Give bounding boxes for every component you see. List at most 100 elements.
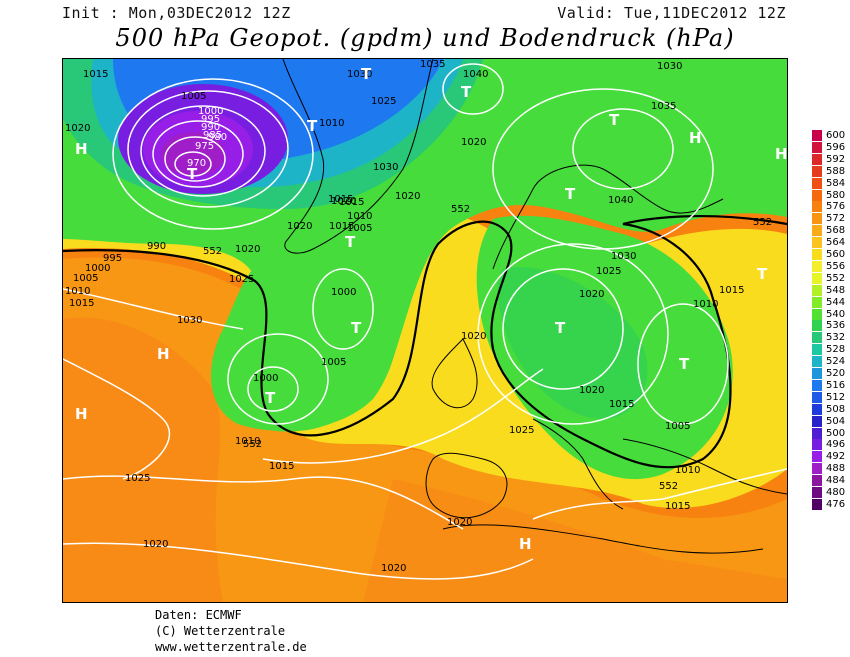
pressure-center-high: H <box>689 129 702 147</box>
pressure-label: 1035 <box>651 101 676 112</box>
pressure-center-high: H <box>75 140 88 158</box>
legend-swatch <box>812 356 822 368</box>
pressure-label: 1000 <box>331 287 356 298</box>
pressure-label: 1020 <box>447 517 472 528</box>
pressure-label: 1015 <box>665 501 690 512</box>
pressure-label: 1010 <box>693 299 718 310</box>
footer-url[interactable]: www.wetterzentrale.de <box>155 640 307 654</box>
legend-tick-label: 500 <box>826 427 846 439</box>
legend-swatch <box>812 332 822 344</box>
legend-tick-label: 600 <box>826 130 846 141</box>
legend-swatch <box>812 165 822 177</box>
legend-swatch <box>812 379 822 391</box>
legend-swatch <box>812 391 822 403</box>
legend-swatch <box>812 427 822 439</box>
pressure-center-low: T <box>307 117 318 135</box>
pressure-label: 1020 <box>143 539 168 550</box>
legend-tick-label: 588 <box>826 165 846 177</box>
pressure-label: 1015 <box>269 461 294 472</box>
pressure-label: 1020 <box>331 196 356 207</box>
pressure-label: 1020 <box>461 137 486 148</box>
weather-map-canvas: 1015 1005 1000 995 990 985 980 975 970 1… <box>63 59 787 602</box>
legend-swatch <box>812 284 822 296</box>
pressure-center-low: T <box>461 83 472 101</box>
legend-swatch <box>812 320 822 332</box>
legend-swatch <box>812 403 822 415</box>
pressure-center-high: H <box>157 345 170 363</box>
pressure-label: 1020 <box>381 563 406 574</box>
legend-swatch <box>812 439 822 451</box>
pressure-label: 1000 <box>85 263 110 274</box>
valid-time: Valid: Tue,11DEC2012 12Z <box>557 4 786 22</box>
pressure-label: 990 <box>201 122 220 133</box>
coastlines <box>282 59 787 554</box>
isobars <box>63 63 787 580</box>
legend-tick-label: 480 <box>826 487 846 498</box>
weather-map: 1015 1005 1000 995 990 985 980 975 970 1… <box>62 58 788 603</box>
legend-tick-label: 512 <box>826 391 846 403</box>
pressure-label: 1010 <box>675 465 700 476</box>
pressure-label: 1025 <box>596 266 621 277</box>
pressure-label: 1015 <box>69 298 94 309</box>
init-time: Init : Mon,03DEC2012 12Z <box>62 4 291 22</box>
map-title: 500 hPa Geopot. (gpdm) und Bodendruck (h… <box>115 24 735 52</box>
pressure-center-high: H <box>519 535 532 553</box>
legend-swatch <box>812 451 822 463</box>
pressure-label: 1010 <box>65 286 90 297</box>
legend-tick-label: 564 <box>826 237 846 249</box>
legend-swatch <box>812 201 822 213</box>
legend-swatch <box>812 415 822 427</box>
legend-tick-label: 488 <box>826 463 846 475</box>
pressure-center-low: T <box>565 185 576 203</box>
pressure-label: 990 <box>147 241 166 252</box>
legend-swatch <box>812 213 822 225</box>
contour-552 <box>63 214 787 469</box>
legend-tick-label: 476 <box>826 498 846 510</box>
legend-swatch <box>812 177 822 189</box>
legend-tick-label: 592 <box>826 153 846 165</box>
pressure-label: 1005 <box>73 273 98 284</box>
field-green-core <box>497 267 648 419</box>
legend-swatch <box>812 189 822 201</box>
color-scale-legend: 600 596 592 588 584 580 576 572 568 564 560 556 552 5… <box>812 130 846 526</box>
pressure-label: 1020 <box>287 221 312 232</box>
legend-swatch <box>812 153 822 165</box>
pressure-center-low: T <box>609 111 620 129</box>
pressure-label: 1020 <box>65 123 90 134</box>
legend-swatch <box>812 272 822 284</box>
pressure-center-high: H <box>775 145 787 163</box>
pressure-label: 1025 <box>229 274 254 285</box>
pressure-center-low: T <box>555 319 566 337</box>
pressure-center-low: T <box>351 319 362 337</box>
contour-552-label: 552 <box>659 481 678 492</box>
pressure-label: 1020 <box>579 289 604 300</box>
pressure-label: 1020 <box>579 385 604 396</box>
pressure-label: 1040 <box>608 195 633 206</box>
legend-tick-label: 560 <box>826 249 846 260</box>
legend-swatch <box>812 308 822 320</box>
legend-swatch <box>812 249 822 260</box>
legend-tick-label: 492 <box>826 451 846 463</box>
pressure-label: 1020 <box>395 191 420 202</box>
pressure-center-low: T <box>679 355 690 373</box>
legend-tick-label: 528 <box>826 344 846 356</box>
field-green-trough <box>211 245 400 431</box>
pressure-center-low: T <box>187 165 198 183</box>
pressure-label: 1015 <box>328 194 353 205</box>
legend-swatch <box>812 487 822 498</box>
legend-tick-label: 508 <box>826 403 846 415</box>
pressure-label: 1015 <box>609 399 634 410</box>
pressure-center-low: T <box>757 265 768 283</box>
pressure-label: 1010 <box>347 211 372 222</box>
pressure-label: 1015 <box>719 285 744 296</box>
pressure-label: 1005 <box>347 223 372 234</box>
footer-copyright: (C) Wetterzentrale <box>155 624 286 638</box>
pressure-label: 1005 <box>665 421 690 432</box>
legend-tick-label: 520 <box>826 368 846 379</box>
legend-tick-label: 516 <box>826 379 846 391</box>
pressure-label: 970 <box>187 158 206 169</box>
legend-swatch <box>812 463 822 475</box>
pressure-label: 1030 <box>373 162 398 173</box>
legend-swatch <box>812 368 822 379</box>
legend-tick-label: 568 <box>826 225 846 237</box>
